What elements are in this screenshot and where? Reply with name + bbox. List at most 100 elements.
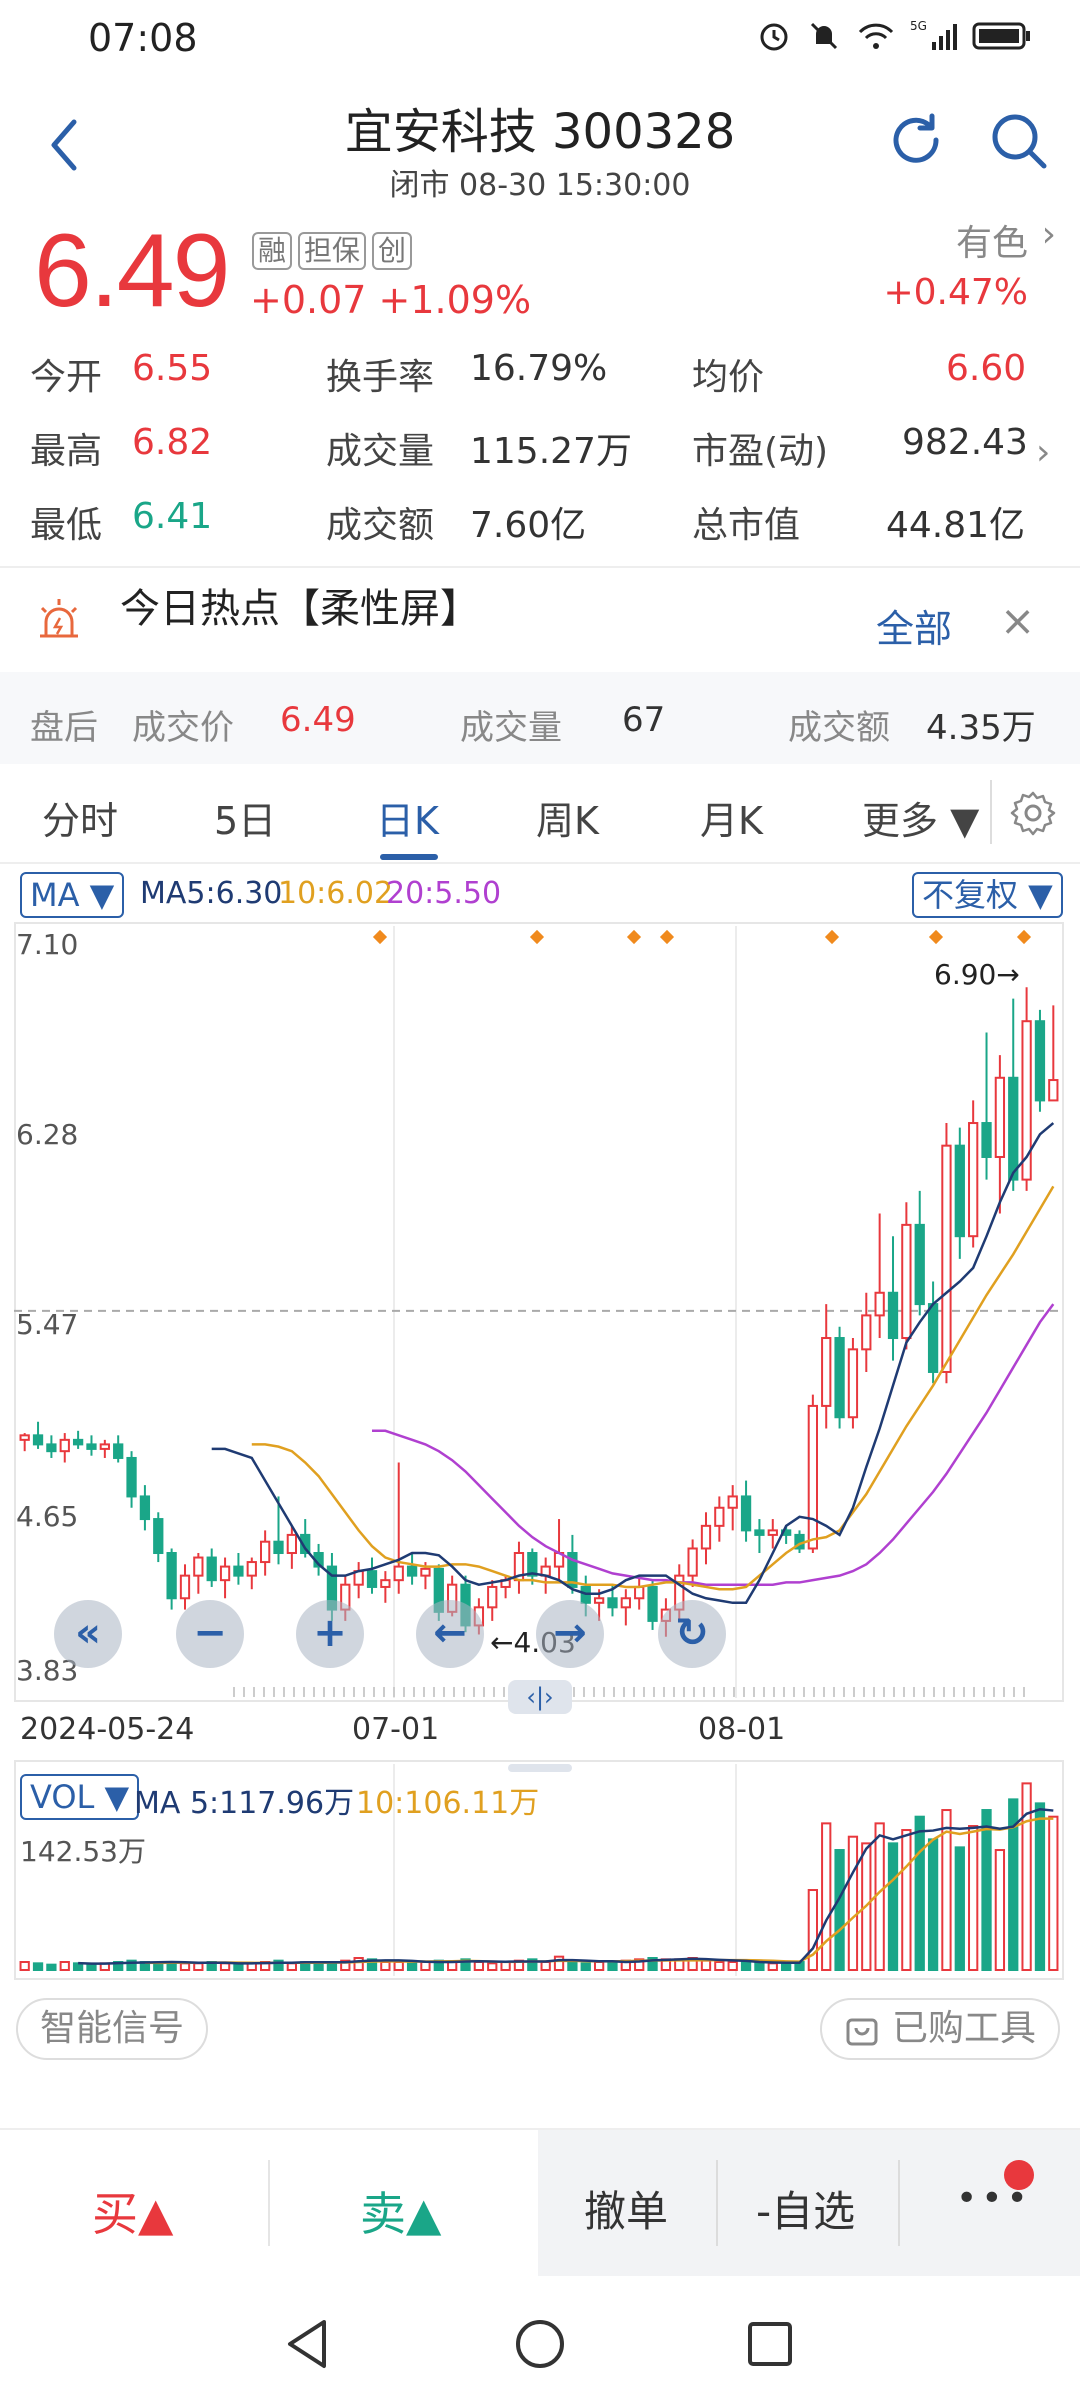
candle-body bbox=[687, 1547, 698, 1577]
tab-5day[interactable]: 5日 bbox=[214, 799, 277, 843]
candle-body bbox=[59, 1438, 70, 1453]
volume-bar bbox=[126, 1959, 137, 1971]
after-hours-bg bbox=[0, 672, 1080, 764]
back-icon[interactable] bbox=[40, 110, 90, 180]
candle-body bbox=[193, 1556, 204, 1577]
cancel-order-button[interactable]: 撤单 bbox=[584, 2187, 669, 2236]
smart-signal-button[interactable]: 智能信号 bbox=[16, 1998, 209, 2060]
candle-body bbox=[206, 1556, 217, 1582]
remove-watchlist-button[interactable]: -自选 bbox=[756, 2187, 856, 2236]
amount-label: 成交额 bbox=[326, 505, 435, 546]
volume-bar bbox=[19, 1961, 30, 1971]
tab-intraday[interactable]: 分时 bbox=[42, 799, 119, 843]
sector-name[interactable]: 有色 bbox=[955, 223, 1028, 264]
volume-bar bbox=[179, 1962, 191, 1971]
divider bbox=[0, 566, 1080, 568]
volume-frame bbox=[14, 1760, 1064, 1980]
ma10-label: 10:6.02 bbox=[278, 876, 394, 911]
zoom-in-button[interactable]: + bbox=[296, 1600, 364, 1668]
event-marker bbox=[1016, 929, 1032, 945]
purchased-tools-label: 已购工具 bbox=[892, 2008, 1037, 2049]
divider bbox=[898, 2160, 900, 2246]
hot-topic-all-link[interactable]: 全部 bbox=[876, 607, 953, 651]
volume-bar bbox=[153, 1962, 164, 1971]
volume-bar bbox=[634, 1958, 645, 1971]
candle-body bbox=[126, 1456, 137, 1498]
volume-bar bbox=[941, 1809, 952, 1971]
signal-5g-icon: 5G bbox=[910, 19, 957, 50]
vol-ma10-label: 10:106.11万 bbox=[356, 1786, 540, 1821]
volume-bar bbox=[981, 1809, 992, 1971]
volume-bar bbox=[780, 1962, 792, 1971]
margin-tag: 融 bbox=[252, 232, 293, 270]
zoom-out-max-button[interactable]: « bbox=[54, 1600, 122, 1668]
volume-bar bbox=[380, 1961, 391, 1971]
rotate-screen-button[interactable]: ↻ bbox=[658, 1600, 726, 1668]
ma10-line bbox=[251, 1185, 1055, 1591]
ah-amount-label: 成交额 bbox=[788, 708, 890, 748]
volume-bar bbox=[273, 1959, 284, 1971]
drag-handle-icon[interactable]: ‹|› bbox=[508, 1680, 572, 1714]
gear-icon[interactable] bbox=[1010, 790, 1056, 836]
vol-max-label: 142.53万 bbox=[20, 1835, 146, 1868]
scroll-right-button[interactable]: → bbox=[536, 1600, 604, 1668]
candle-body bbox=[273, 1540, 284, 1555]
volume-label: 成交量 bbox=[326, 431, 435, 472]
volume-bar bbox=[553, 1955, 565, 1972]
adjust-selector[interactable]: 不复权 ▼ bbox=[912, 872, 1063, 918]
candle-body bbox=[941, 1144, 952, 1373]
sell-button[interactable]: 卖▲ bbox=[360, 2187, 442, 2241]
candle-body bbox=[166, 1552, 177, 1600]
candle-body bbox=[179, 1574, 191, 1600]
zoom-out-button[interactable]: − bbox=[176, 1600, 244, 1668]
candle-body bbox=[19, 1434, 30, 1441]
tab-daily-k[interactable]: 日K bbox=[376, 799, 439, 843]
x-tick-label: 2024-05-24 bbox=[20, 1712, 195, 1747]
volume-bar bbox=[233, 1963, 244, 1971]
panel-resize-handle[interactable] bbox=[508, 1764, 572, 1772]
purchased-tools-button[interactable]: 已购工具 bbox=[820, 1998, 1061, 2060]
candle-body bbox=[233, 1565, 244, 1577]
indicator-selector[interactable]: MA ▼ bbox=[20, 872, 125, 918]
high-label: 最高 bbox=[30, 431, 103, 472]
close-icon[interactable]: × bbox=[1000, 596, 1036, 645]
volume-bar bbox=[767, 1962, 778, 1971]
scroll-left-button[interactable]: ← bbox=[416, 1600, 484, 1668]
hot-topic-text[interactable]: 今日热点【柔性屏】 bbox=[120, 586, 480, 632]
status-icons: 5G bbox=[756, 18, 1032, 54]
search-icon[interactable] bbox=[988, 110, 1050, 172]
volume-bar bbox=[821, 1822, 832, 1972]
candle-body bbox=[246, 1561, 257, 1577]
volume-bar bbox=[59, 1961, 70, 1971]
chevron-right-icon[interactable]: › bbox=[1041, 214, 1056, 255]
volume-indicator-selector[interactable]: VOL ▼ bbox=[20, 1774, 140, 1820]
tab-monthly-k[interactable]: 月K bbox=[700, 799, 763, 843]
refresh-icon[interactable] bbox=[886, 110, 948, 172]
low-label: 最低 bbox=[30, 505, 103, 546]
volume-chart[interactable] bbox=[14, 1760, 1064, 1980]
chevron-right-icon[interactable]: › bbox=[1036, 432, 1051, 473]
ah-price-value: 6.49 bbox=[280, 700, 356, 740]
kline-chart[interactable] bbox=[14, 922, 1064, 1702]
tab-weekly-k[interactable]: 周K bbox=[536, 799, 599, 843]
high-value: 6.82 bbox=[132, 422, 213, 463]
volume-bar bbox=[740, 1961, 752, 1971]
candle-body bbox=[139, 1495, 151, 1521]
candle-body bbox=[259, 1540, 271, 1564]
volume-bar bbox=[727, 1961, 738, 1971]
notification-dot bbox=[1004, 2160, 1034, 2190]
last-price: 6.49 bbox=[34, 213, 230, 329]
tab-more[interactable]: 更多 ▼ bbox=[862, 799, 980, 843]
nav-recents-icon[interactable] bbox=[742, 2316, 798, 2372]
volume-bar bbox=[366, 1958, 378, 1971]
volume-bar bbox=[393, 1961, 404, 1971]
nav-back-icon[interactable] bbox=[280, 2316, 336, 2372]
volume-bar bbox=[420, 1961, 431, 1971]
amount-value: 7.60亿 bbox=[470, 505, 587, 546]
nav-home-icon[interactable] bbox=[512, 2316, 568, 2372]
ah-amount-value: 4.35万 bbox=[926, 708, 1036, 748]
volume-bar bbox=[193, 1962, 204, 1971]
pe-label: 市盈(动) bbox=[692, 431, 829, 472]
buy-button[interactable]: 买▲ bbox=[92, 2187, 174, 2241]
volume-bar bbox=[901, 1829, 912, 1971]
